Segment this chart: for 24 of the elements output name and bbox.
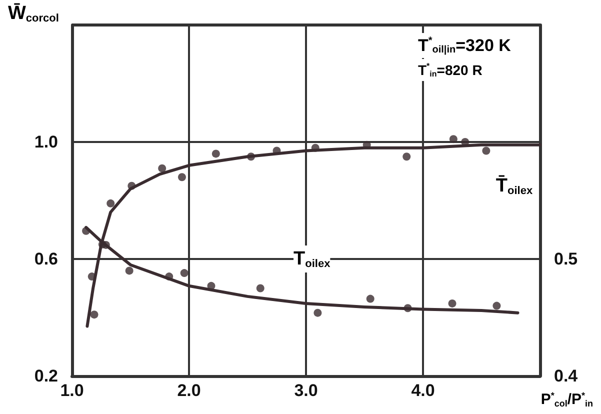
point [180, 269, 188, 278]
point [448, 299, 456, 308]
point [449, 135, 458, 144]
y2-tick-label: 0.4 [554, 366, 578, 386]
point [106, 199, 115, 208]
y-tick-label: 0.2 [34, 366, 58, 386]
y-tick-label: 1.0 [34, 132, 58, 152]
x-tick-label: 2.0 [177, 381, 201, 400]
x-tick-label: 3.0 [294, 381, 318, 400]
point [90, 310, 98, 319]
point [256, 284, 264, 292]
point [492, 302, 501, 310]
point [482, 146, 490, 155]
point [366, 294, 374, 303]
point [158, 164, 166, 172]
point [212, 150, 220, 158]
point [178, 173, 186, 182]
point [402, 152, 411, 161]
point [314, 308, 322, 317]
x-tick-label: 4.0 [411, 381, 435, 400]
point [125, 266, 134, 275]
y2-tick-label: 0.5 [554, 250, 578, 268]
x-tick-label: 1.0 [60, 381, 84, 400]
y-tick-label: 0.6 [34, 250, 58, 268]
